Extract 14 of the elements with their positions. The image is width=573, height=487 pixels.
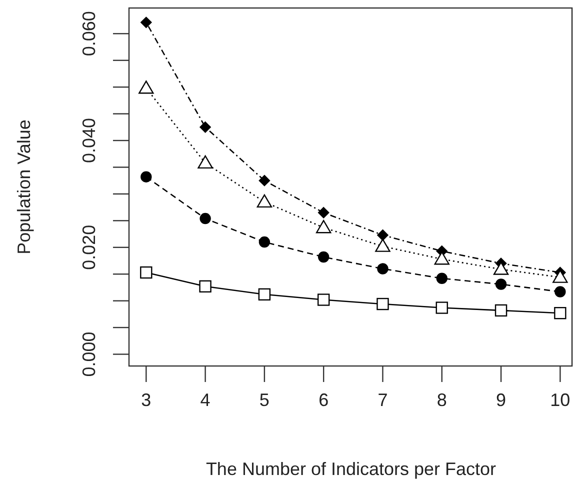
y-tick-label: 0.020 [79,224,99,270]
x-tick-label: 10 [550,390,570,410]
x-tick-label: 5 [259,390,270,410]
x-tick-label: 6 [318,390,329,410]
y-tick-label: 0.000 [79,332,99,377]
y-tick-label: 0.060 [79,11,99,56]
x-tick-label: 8 [436,390,447,410]
x-tick-label: 4 [200,390,210,410]
x-tick-label: 7 [378,390,388,410]
y-axis-title: Population Value [14,120,34,254]
x-tick-label: 9 [496,390,506,410]
x-axis-title: The Number of Indicators per Factor [206,459,496,479]
y-tick-label: 0.040 [79,118,99,164]
x-tick-label: 3 [141,390,152,410]
